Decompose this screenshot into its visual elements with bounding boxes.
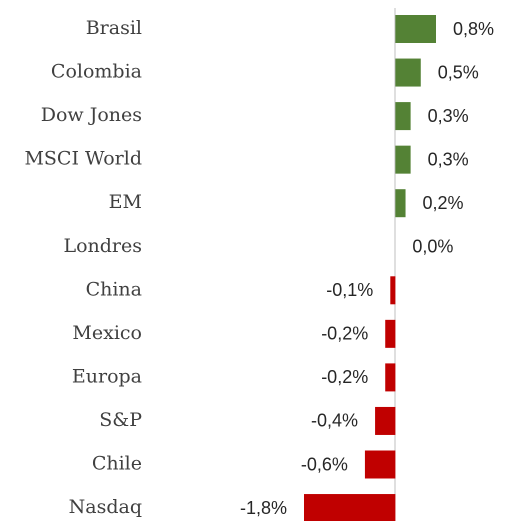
bar (375, 406, 396, 435)
category-label: Mexico (72, 322, 142, 344)
bar (390, 276, 396, 305)
value-label: -0,2% (321, 324, 368, 344)
category-label: EM (109, 191, 142, 213)
category-label: Dow Jones (41, 104, 142, 126)
category-label: Europa (72, 365, 142, 387)
bar (395, 189, 406, 218)
category-label: Colombia (51, 61, 142, 83)
value-label: 0,8% (453, 19, 494, 39)
category-label: Londres (63, 235, 142, 257)
value-label: 0,0% (412, 237, 453, 257)
category-label: Chile (92, 453, 142, 475)
value-label: 0,3% (428, 106, 469, 126)
value-label: -1,8% (240, 498, 287, 518)
bar (395, 145, 411, 174)
category-label: MSCI World (24, 148, 142, 170)
category-label: Brasil (86, 17, 142, 39)
value-label: -0,2% (321, 367, 368, 387)
category-label: China (86, 278, 142, 300)
value-label: -0,1% (326, 280, 373, 300)
value-label: -0,6% (301, 454, 348, 474)
bar (395, 102, 411, 131)
value-label: 0,3% (428, 149, 469, 169)
category-label: S&P (99, 409, 142, 431)
bar (385, 363, 396, 392)
bar (395, 15, 436, 43)
value-label: -0,4% (311, 411, 358, 431)
value-label: 0,2% (423, 193, 464, 213)
category-label: Nasdaq (69, 496, 142, 518)
bar (304, 494, 396, 521)
bar (385, 319, 396, 348)
bar (395, 58, 421, 87)
bar (364, 450, 396, 479)
value-label: 0,5% (438, 62, 479, 82)
